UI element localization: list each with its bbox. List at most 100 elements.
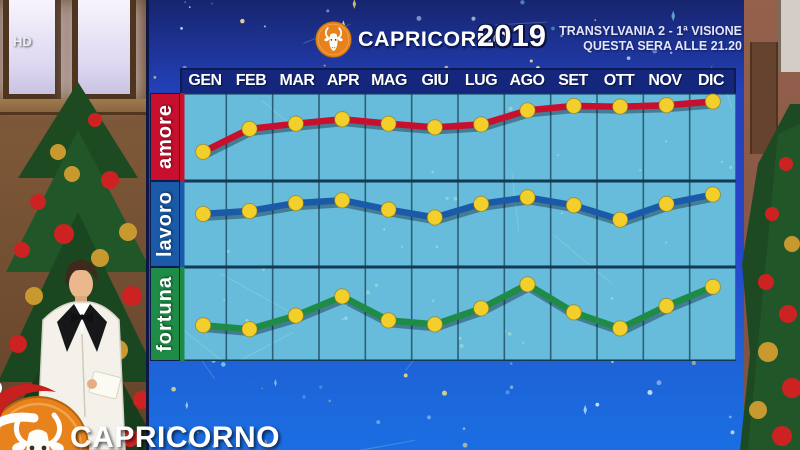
data-point-fortuna [241, 321, 258, 338]
constellation-star [557, 154, 560, 157]
data-point-amore [241, 120, 258, 137]
constellation-star [345, 303, 348, 306]
bow-tie [71, 312, 93, 323]
series-band-label: amore [153, 104, 176, 170]
month-label: GEN [188, 72, 222, 89]
broadcast-promo-overlay: TRANSYLVANIA 2 - 1ª VISIONE QUESTA SERA … [559, 24, 742, 54]
window-panel [3, 0, 61, 100]
data-point-fortuna [658, 297, 675, 315]
month-label: APR [326, 72, 360, 89]
constellation-star [431, 299, 435, 302]
capricorn-goat-icon [315, 21, 352, 58]
constellation-star [508, 106, 513, 111]
data-point-fortuna [519, 276, 536, 293]
data-point-lavoro [426, 209, 443, 226]
month-label: DIC [697, 72, 725, 89]
constellation-star [445, 196, 449, 201]
page-title: CAPRICORNO [358, 27, 510, 51]
constellation-star [561, 212, 564, 215]
series-band-label: fortuna [153, 276, 176, 352]
chart-plot [180, 93, 736, 361]
month-label: SET [558, 72, 588, 89]
constellation-star [365, 290, 370, 295]
month-label: LUG [464, 72, 498, 89]
data-point-fortuna [704, 278, 721, 295]
constellation-star [729, 165, 733, 170]
sign-name-label: CAPRICORNO [70, 421, 281, 450]
window-panel [72, 0, 136, 100]
month-label: MAG [371, 72, 407, 89]
constellation-star [458, 336, 462, 340]
data-point-fortuna [473, 300, 490, 317]
presenter-hair [65, 259, 98, 286]
promo-line2: QUESTA SERA ALLE 21.20 [583, 39, 742, 53]
year-label: 2019 [477, 18, 546, 53]
wood-pilaster [750, 42, 778, 154]
constellation-star [453, 196, 458, 201]
data-point-lavoro [334, 192, 351, 209]
data-point-lavoro [704, 186, 721, 203]
month-label: NOV [648, 72, 682, 89]
constellation-star [401, 245, 404, 248]
data-point-fortuna [565, 304, 582, 321]
promo-line1: TRANSYLVANIA 2 - 1ª VISIONE [559, 24, 742, 38]
data-point-amore [380, 115, 397, 132]
constellation-star [664, 140, 668, 143]
data-point-amore [565, 97, 582, 115]
data-point-amore [612, 98, 629, 115]
constellation-star [431, 170, 435, 174]
constellation-star [435, 245, 439, 249]
data-point-lavoro [473, 195, 490, 212]
constellation-star [522, 341, 525, 344]
constellation-line [237, 331, 294, 361]
window-frame-corner [778, 0, 800, 72]
row-color-tab [180, 267, 185, 361]
month-label: MAR [279, 72, 315, 89]
constellation-star [639, 169, 642, 172]
constellation-star [720, 160, 723, 163]
constellation-line [511, 173, 520, 232]
data-point-lavoro [658, 195, 675, 212]
row-color-tab [180, 93, 185, 181]
data-point-lavoro [241, 202, 258, 220]
constellation-star [226, 249, 230, 254]
month-label: AGO [509, 72, 545, 89]
presenter-hand [87, 379, 97, 389]
channel-hd-bug: HD [13, 34, 32, 49]
data-point-amore [519, 102, 536, 119]
data-point-fortuna [612, 320, 629, 337]
data-point-amore [334, 111, 351, 128]
constellation-star [610, 296, 614, 300]
series-band-amore: amore [150, 93, 180, 181]
data-point-lavoro [380, 201, 397, 218]
constellation-star [665, 241, 668, 244]
constellation-star [507, 332, 512, 336]
data-point-lavoro [519, 189, 536, 206]
presenter-face [69, 269, 93, 299]
santa-hat-icon [0, 382, 56, 428]
data-point-lavoro [565, 197, 582, 214]
data-point-fortuna [380, 312, 397, 329]
data-point-amore [473, 116, 490, 133]
data-point-lavoro [195, 205, 212, 223]
series-label-stripe: amore lavoro fortuna [150, 93, 180, 361]
constellation-line [726, 93, 733, 109]
data-point-amore [704, 93, 721, 110]
series-band-fortuna: fortuna [150, 267, 180, 361]
series-band-label: lavoro [153, 190, 176, 258]
data-point-amore [287, 115, 304, 132]
data-point-fortuna [195, 317, 212, 334]
data-point-fortuna [334, 288, 351, 305]
data-point-lavoro [612, 211, 629, 228]
constellation-star [341, 317, 344, 321]
constellation-star [223, 298, 226, 301]
data-point-amore [658, 97, 675, 114]
window-sill [0, 99, 150, 115]
month-label: OTT [603, 72, 635, 89]
data-point-lavoro [287, 195, 304, 212]
constellation-line [219, 273, 289, 312]
constellation-line [553, 234, 614, 286]
data-point-fortuna [287, 307, 304, 324]
row-color-tab [180, 181, 185, 267]
